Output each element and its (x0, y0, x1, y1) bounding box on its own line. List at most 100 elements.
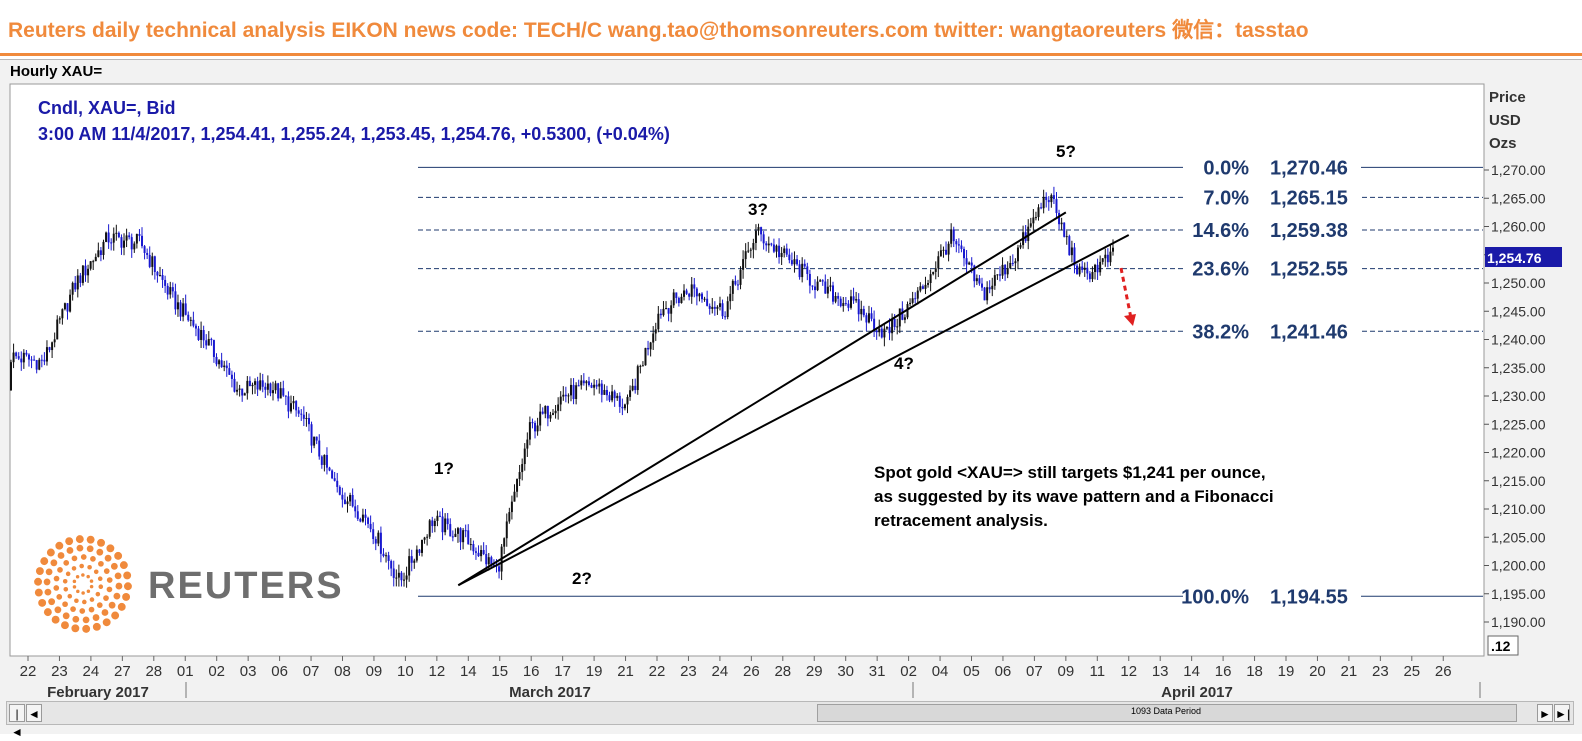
date-tick-label: 23 (680, 663, 697, 680)
candle-body (916, 290, 919, 299)
scroll-right-button[interactable]: ► (1537, 704, 1553, 722)
logo-dot (119, 561, 128, 570)
candle-body (657, 313, 660, 330)
candle-body (765, 243, 768, 246)
candle-body (690, 284, 693, 297)
candle-body (680, 296, 683, 304)
logo-dot (93, 569, 99, 575)
candle-body (513, 491, 516, 502)
date-tick-label: 25 (1403, 663, 1420, 680)
candle-body (69, 294, 72, 312)
candle-body (1006, 268, 1009, 275)
scroll-thumb[interactable] (817, 704, 1517, 722)
candle-body (63, 303, 66, 310)
candle-body (174, 291, 177, 310)
candle-body (577, 385, 580, 387)
candle-body (832, 285, 835, 302)
candle-body (855, 299, 858, 301)
candle-body (141, 235, 144, 247)
candle-body (898, 308, 901, 327)
logo-dot (96, 548, 104, 556)
date-tick-label: 14 (460, 663, 477, 680)
candle-body (1112, 247, 1114, 252)
month-label: March 2017 (509, 684, 591, 701)
candle-body (397, 572, 400, 578)
candle-body (45, 347, 48, 362)
candle-body (772, 244, 775, 252)
trendline (457, 234, 1130, 587)
candle-body (282, 388, 285, 396)
candle-body (824, 281, 827, 294)
candle-body (1099, 261, 1102, 273)
candle-body (320, 456, 323, 465)
reuters-logo: REUTERS (34, 535, 342, 633)
date-tick-label: 07 (303, 663, 320, 680)
candle-body (639, 365, 642, 367)
candle-body (726, 301, 729, 317)
logo-dot (101, 609, 109, 616)
date-tick-label: 31 (869, 663, 886, 680)
logo-dot (102, 618, 111, 627)
logo-dot (80, 554, 87, 560)
date-tick-label: 21 (1341, 663, 1358, 680)
candle-body (934, 268, 937, 272)
candle-body (22, 352, 25, 363)
logo-dot (108, 601, 116, 609)
scroll-last-button[interactable]: ►| (1554, 704, 1570, 722)
candle-body (847, 303, 850, 308)
date-tick-label: 08 (334, 663, 351, 680)
candle-body (857, 299, 860, 315)
candle-body (284, 395, 287, 397)
candle-body (893, 318, 896, 328)
logo-dot (57, 552, 65, 559)
price-tick-label: 1,215.00 (1491, 473, 1546, 489)
scroll-first-button[interactable]: |◄ (9, 704, 25, 739)
candle-body (315, 436, 318, 441)
candle-body (451, 536, 454, 538)
logo-dot (53, 585, 60, 591)
candle-body (205, 340, 208, 346)
candle-body (12, 352, 15, 363)
fib-label-bg (1183, 156, 1361, 179)
candle-body (770, 243, 773, 245)
candle-body (880, 328, 883, 338)
candle-body (1029, 223, 1032, 227)
candle-body (703, 298, 706, 300)
candle-body (279, 388, 282, 399)
candle-body (526, 439, 529, 449)
time-scrollbar[interactable]: |◄ ◄ 1093 Data Period ► ►| (6, 701, 1574, 739)
candle-body (161, 275, 164, 280)
candle-body (1047, 200, 1050, 203)
candle-body (1104, 254, 1107, 259)
candle-body (487, 557, 490, 565)
logo-dot (70, 606, 76, 612)
date-tick-label: 10 (397, 663, 414, 680)
candle-body (467, 530, 470, 545)
candle-body (996, 274, 999, 276)
price-tick-label: 1,190.00 (1491, 614, 1546, 630)
candle-body (1091, 272, 1094, 280)
candle-body (587, 381, 590, 386)
axis-corner-box[interactable] (1487, 635, 1519, 656)
candle-body (867, 313, 870, 323)
logo-dot (74, 598, 79, 604)
candle-body (914, 298, 917, 300)
candle-body (323, 454, 326, 465)
candle-body (927, 283, 930, 285)
scroll-left-button[interactable]: ◄ (26, 704, 42, 722)
logo-dot (76, 544, 84, 552)
date-tick-label: 28 (774, 663, 791, 680)
price-tick-label: 1,245.00 (1491, 303, 1546, 319)
candle-body (210, 338, 213, 341)
logo-dot (48, 598, 56, 606)
candle-body (300, 413, 303, 415)
logo-dot (89, 579, 94, 583)
logo-dot (75, 535, 84, 544)
candle-body (973, 265, 976, 282)
candle-body (793, 259, 796, 265)
logo-dot (110, 562, 118, 570)
date-tick-label: 22 (20, 663, 37, 680)
candle-body (752, 242, 755, 250)
candle-body (1070, 247, 1073, 256)
